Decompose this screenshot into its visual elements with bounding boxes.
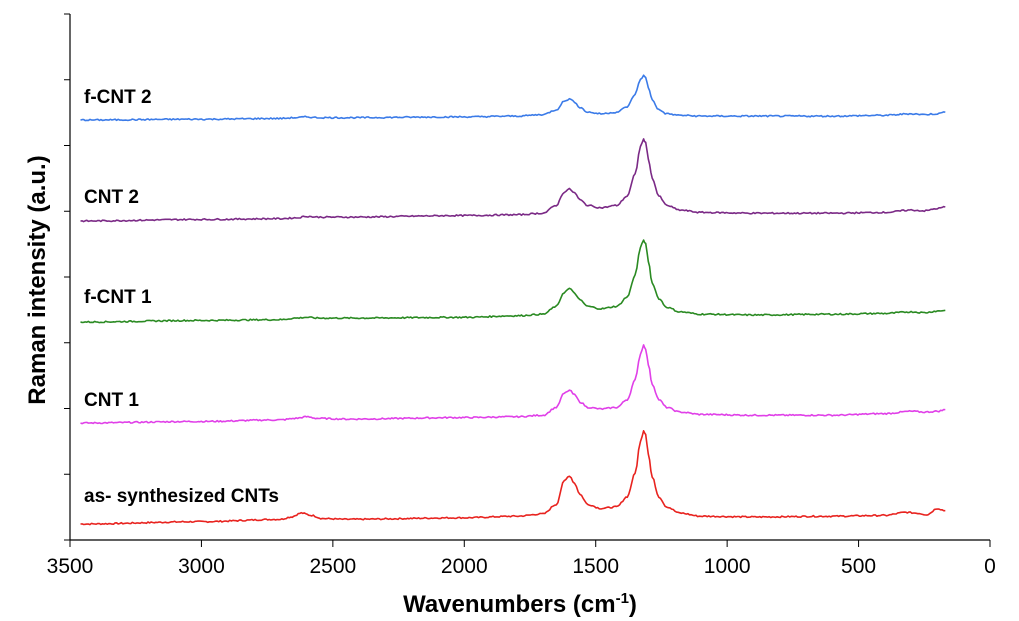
y-axis-title: Raman intensity (a.u.)	[24, 155, 51, 404]
x-tick-label: 0	[984, 555, 996, 578]
x-axis-title: Wavenumbers (cm-1)	[403, 590, 637, 618]
x-tick-label: 3000	[178, 555, 225, 578]
series-line-2	[80, 344, 946, 425]
x-tick-label: 1000	[704, 555, 751, 578]
x-tick-label: 3500	[47, 555, 94, 578]
x-tick-label: 1500	[572, 555, 619, 578]
y-axis-ticks	[64, 13, 70, 541]
series-label-3: f-CNT 1	[84, 287, 152, 308]
series-label-5: f-CNT 2	[84, 87, 152, 108]
x-tick-label: 2000	[441, 555, 488, 578]
x-tick-label: 2500	[309, 555, 356, 578]
series-line-4	[80, 138, 946, 223]
series-label-2: CNT 1	[84, 390, 139, 411]
series-curves	[80, 74, 946, 526]
x-tick-label: 500	[841, 555, 876, 578]
x-axis-tick-labels: 3500 3000 2500 2000 1500 1000 500 0	[47, 555, 996, 578]
plot-area	[69, 14, 990, 541]
series-labels: as- synthesized CNTs CNT 1 f-CNT 1 CNT 2 f-C…	[84, 87, 279, 507]
series-label-1: as- synthesized CNTs	[84, 486, 279, 507]
series-line-1	[80, 430, 946, 526]
series-line-3	[80, 239, 946, 324]
series-label-4: CNT 2	[84, 187, 139, 208]
x-axis-ticks	[69, 540, 991, 547]
series-line-5	[80, 74, 946, 122]
